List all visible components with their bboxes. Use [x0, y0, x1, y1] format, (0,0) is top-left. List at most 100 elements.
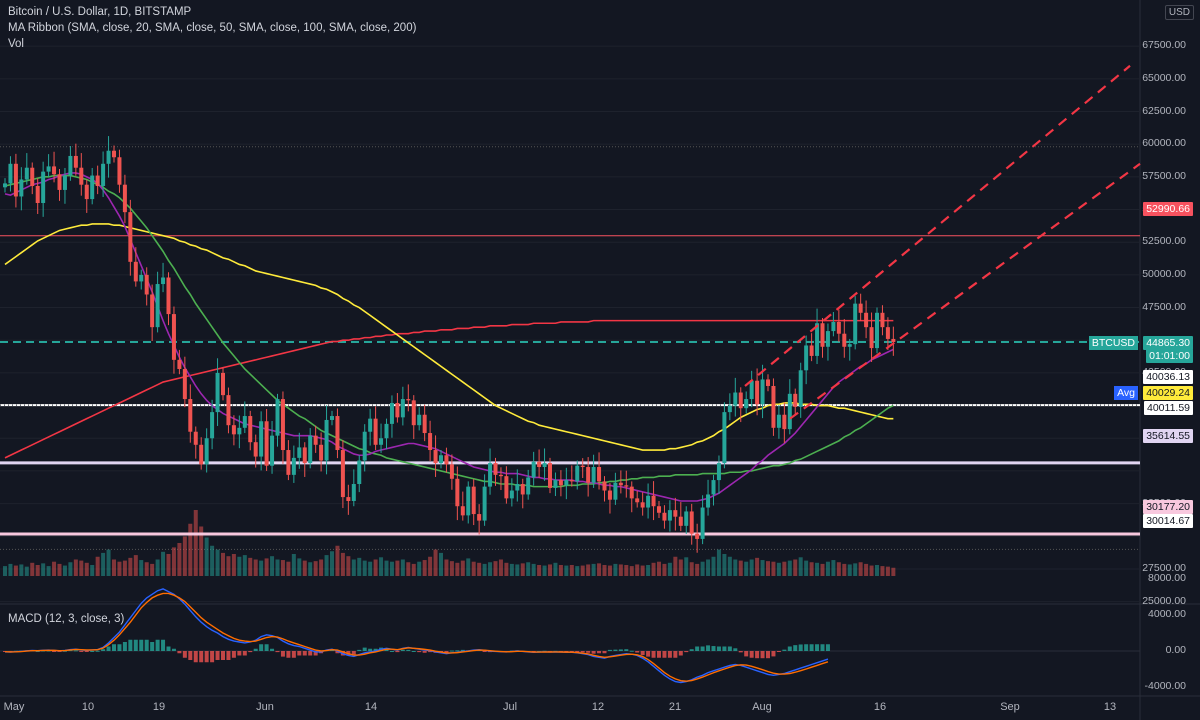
volume-bar — [215, 549, 220, 576]
volume-bar — [607, 565, 612, 576]
volume-bar — [379, 557, 384, 576]
volume-bar — [684, 557, 689, 576]
macd-axis-label: 0.00 — [1165, 644, 1186, 656]
volume-bar — [782, 561, 787, 576]
macd-pane — [0, 588, 1140, 684]
volume-bar — [569, 565, 574, 576]
macd-hist-bar — [820, 644, 825, 651]
candle-body — [466, 486, 471, 516]
candle-body — [270, 435, 275, 466]
volume-bar — [755, 557, 760, 576]
volume-bar — [439, 552, 443, 576]
candle-body — [738, 392, 743, 409]
volume-bar — [689, 562, 694, 576]
volume-bar — [150, 563, 155, 576]
price-axis-label: 57500.00 — [1142, 169, 1186, 182]
candle-body — [471, 486, 476, 515]
macd-hist-bar — [771, 651, 776, 657]
volume-bar — [270, 556, 275, 576]
volume-bar — [106, 549, 111, 576]
volume-bar — [520, 563, 525, 576]
candle-body — [84, 184, 89, 200]
volume-bar — [504, 562, 509, 576]
macd-hist-bar — [101, 649, 106, 651]
candle-body — [569, 480, 574, 482]
volume-bar — [526, 562, 531, 576]
macd-hist-bar — [809, 644, 814, 651]
time-axis-label: 13 — [1103, 701, 1117, 713]
volume-bar — [749, 559, 754, 576]
candle-body — [575, 465, 580, 482]
avg-tag: 40029.24 — [1143, 386, 1193, 400]
trend-lines[interactable] — [744, 64, 1141, 420]
volume-bar — [79, 560, 84, 576]
macd-hist-bar — [155, 639, 160, 651]
macd-hist-bar — [313, 651, 318, 656]
macd-hist-bar — [455, 650, 460, 652]
volume-bar — [825, 561, 830, 576]
macd-hist-bar — [351, 651, 356, 655]
candle-body — [597, 467, 602, 482]
volume-bar — [330, 551, 334, 576]
volume-bar — [635, 564, 640, 576]
volume-bar — [842, 563, 847, 576]
candle-body — [395, 402, 400, 418]
macd-hist-bar — [389, 651, 394, 652]
candles[interactable] — [3, 136, 896, 553]
volume-bar — [13, 565, 18, 576]
candle-body — [646, 495, 651, 508]
candle-body — [455, 478, 460, 507]
volume-bar — [68, 562, 73, 576]
level-tag-6: 30014.67 — [1143, 514, 1193, 528]
candle-body — [727, 405, 732, 413]
macd-hist-bar — [264, 644, 269, 651]
volume-bar — [253, 559, 258, 576]
macd-hist-bar — [613, 649, 618, 651]
candle-body — [798, 370, 803, 407]
candle-body — [787, 393, 792, 430]
candle-body — [629, 486, 634, 499]
candle-body — [253, 442, 258, 457]
macd-hist-bar — [117, 644, 122, 651]
candle-body — [711, 480, 716, 495]
candle-body — [858, 303, 863, 313]
candle-body — [793, 393, 798, 407]
candle-body — [449, 464, 454, 479]
candle-body — [13, 163, 18, 197]
candle-body — [226, 395, 231, 426]
macd-hist-bar — [607, 649, 612, 651]
volume-bar — [460, 560, 465, 576]
candle-body — [640, 502, 645, 508]
candle-body — [580, 465, 585, 468]
volume-bar — [161, 551, 166, 576]
macd-hist-bar — [150, 642, 155, 651]
macd-hist-bar — [700, 646, 705, 651]
candle-body — [193, 431, 198, 445]
volume-bars — [3, 510, 896, 576]
candle-body — [264, 421, 269, 466]
macd-hist-bar — [711, 646, 716, 651]
candle-body — [62, 175, 67, 190]
volume-bar — [297, 558, 302, 576]
macd-hist-bar — [678, 651, 683, 656]
macd-hist-bar — [651, 651, 656, 658]
candle-body — [842, 333, 847, 347]
candle-body — [313, 435, 318, 445]
trend-upper — [744, 64, 1131, 387]
volume-bar — [853, 563, 858, 576]
currency-button[interactable]: USD — [1164, 5, 1194, 20]
volume-bar — [101, 552, 106, 576]
volume-bar — [640, 565, 645, 576]
volume-bar — [264, 558, 269, 576]
volume-bar — [624, 565, 629, 576]
macd-hist-bar — [760, 651, 765, 659]
candle-body — [722, 412, 727, 464]
volume-bar — [602, 565, 607, 576]
volume-bar — [744, 561, 749, 576]
candle-body — [57, 174, 62, 190]
candle-body — [340, 450, 345, 498]
macd-hist-bar — [695, 646, 700, 651]
candle-body — [117, 157, 122, 185]
macd-hist-bar — [73, 650, 78, 652]
